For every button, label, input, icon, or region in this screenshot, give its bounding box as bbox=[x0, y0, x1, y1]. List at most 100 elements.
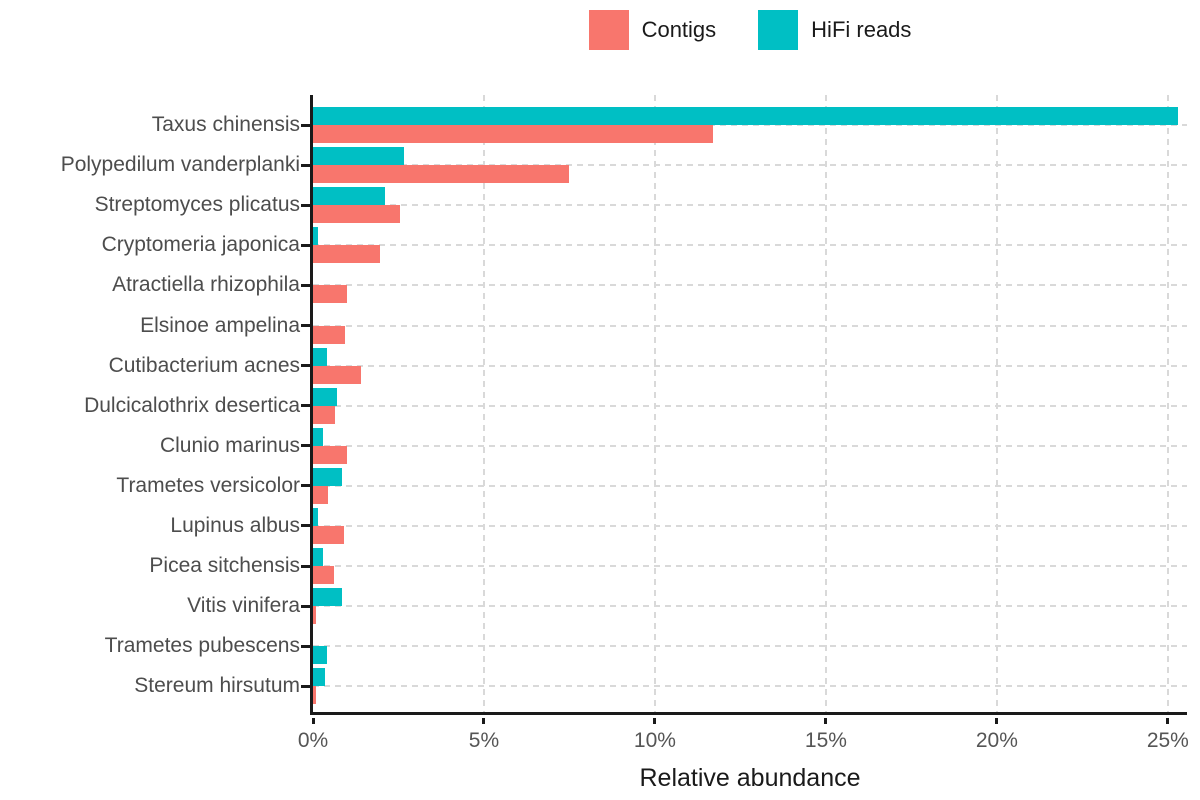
y-tick-mark bbox=[301, 524, 310, 528]
bar-group bbox=[301, 265, 1187, 305]
horizontal-gridline bbox=[313, 324, 1187, 327]
bar-hifi-reads bbox=[313, 227, 319, 246]
x-tick-label: 5% bbox=[468, 729, 500, 752]
horizontal-gridline bbox=[313, 645, 1187, 648]
bar-contigs bbox=[313, 125, 714, 144]
bar-pair bbox=[313, 628, 1187, 665]
bar-pair bbox=[313, 227, 1187, 264]
category-label: Cryptomeria japonica bbox=[101, 233, 300, 257]
y-tick-mark bbox=[301, 644, 310, 648]
bar-hifi-reads bbox=[313, 347, 327, 366]
plot-panel: Relative abundance 0% 5% 10% 15% 20% 25% bbox=[298, 95, 1189, 792]
bar-contigs bbox=[313, 606, 317, 625]
bar-contigs bbox=[313, 325, 346, 344]
legend-item-hifi-reads: HiFi reads bbox=[758, 10, 911, 50]
bar-pair bbox=[313, 427, 1187, 464]
legend-label-contigs: Contigs bbox=[641, 17, 717, 42]
y-tick-mark bbox=[301, 604, 310, 608]
x-tick-mark bbox=[311, 718, 315, 724]
x-tick-mark bbox=[995, 718, 999, 724]
category-label: Dulcicalothrix desertica bbox=[84, 393, 300, 417]
bar-group bbox=[301, 546, 1187, 586]
x-tick-mark bbox=[824, 718, 828, 724]
bar-group bbox=[301, 225, 1187, 265]
bar-group bbox=[301, 466, 1187, 506]
bar-hifi-reads bbox=[313, 588, 343, 607]
legend-label-hifi-reads: HiFi reads bbox=[811, 17, 912, 42]
horizontal-gridline bbox=[313, 284, 1187, 287]
horizontal-gridline bbox=[313, 164, 1187, 167]
horizontal-gridline bbox=[313, 364, 1187, 367]
bar-pair bbox=[313, 147, 1187, 184]
bar-pair bbox=[313, 507, 1187, 544]
category-label: Streptomyces plicatus bbox=[94, 193, 300, 217]
bar-hifi-reads bbox=[313, 147, 404, 166]
bar-contigs bbox=[313, 245, 380, 264]
y-axis-line bbox=[310, 95, 313, 715]
horizontal-gridline bbox=[313, 204, 1187, 207]
bar-pair bbox=[313, 387, 1187, 424]
y-axis-labels: Taxus chinensis Polypedilum vanderplanki S… bbox=[0, 105, 300, 706]
category-label: Cutibacterium acnes bbox=[108, 353, 300, 377]
bar-group bbox=[301, 305, 1187, 345]
y-tick-mark bbox=[301, 123, 310, 127]
y-tick-mark bbox=[301, 163, 310, 167]
x-tick-label: 0% bbox=[297, 729, 329, 752]
legend-swatch-contigs bbox=[588, 10, 629, 50]
y-tick-mark bbox=[301, 404, 310, 408]
bar-pair bbox=[313, 107, 1187, 144]
y-tick-mark bbox=[301, 564, 310, 568]
category-label: Stereum hirsutum bbox=[134, 674, 300, 698]
bar-pair bbox=[313, 347, 1187, 384]
horizontal-gridline bbox=[313, 484, 1187, 487]
y-tick-mark bbox=[301, 243, 310, 247]
bar-group bbox=[301, 586, 1187, 626]
y-tick-mark bbox=[301, 324, 310, 328]
horizontal-gridline bbox=[313, 124, 1187, 127]
bar-rows bbox=[301, 105, 1187, 706]
bar-pair bbox=[313, 467, 1187, 504]
legend-swatch-hifi-reads bbox=[758, 10, 799, 50]
horizontal-gridline bbox=[313, 565, 1187, 568]
bar-pair bbox=[313, 668, 1187, 705]
category-label: Taxus chinensis bbox=[151, 113, 300, 137]
bar-contigs bbox=[313, 686, 317, 705]
bar-hifi-reads bbox=[313, 548, 324, 567]
bar-contigs bbox=[313, 445, 348, 464]
x-tick-mark bbox=[653, 718, 657, 724]
bar-hifi-reads bbox=[313, 427, 324, 446]
category-label: Lupinus albus bbox=[170, 513, 300, 537]
x-tick-mark bbox=[482, 718, 486, 724]
bar-hifi-reads bbox=[313, 668, 325, 687]
x-axis-line bbox=[310, 712, 1187, 715]
category-label: Clunio marinus bbox=[159, 433, 300, 457]
bar-pair bbox=[313, 267, 1187, 304]
bar-group bbox=[301, 426, 1187, 466]
bar-contigs bbox=[313, 566, 334, 585]
y-tick-mark bbox=[301, 444, 310, 448]
category-label: Vitis vinifera bbox=[187, 594, 300, 618]
y-tick-mark bbox=[301, 684, 310, 688]
bar-contigs bbox=[313, 205, 401, 224]
horizontal-gridline bbox=[313, 685, 1187, 688]
category-label: Elsinoe ampelina bbox=[140, 313, 300, 337]
bar-hifi-reads bbox=[313, 507, 319, 526]
category-label: Trametes versicolor bbox=[116, 473, 300, 497]
horizontal-gridline bbox=[313, 524, 1187, 527]
bar-group bbox=[301, 506, 1187, 546]
bar-group bbox=[301, 626, 1187, 666]
y-tick-mark bbox=[301, 364, 310, 368]
bar-hifi-reads bbox=[313, 107, 1179, 126]
bar-contigs bbox=[313, 285, 348, 304]
bar-group bbox=[301, 185, 1187, 225]
category-label: Atractiella rhizophila bbox=[112, 273, 300, 297]
y-tick-mark bbox=[301, 283, 310, 287]
bar-pair bbox=[313, 187, 1187, 224]
bar-group bbox=[301, 105, 1187, 145]
horizontal-gridline bbox=[313, 605, 1187, 608]
bar-contigs bbox=[313, 165, 570, 184]
bar-contigs bbox=[313, 405, 336, 424]
bar-hifi-reads bbox=[313, 646, 327, 665]
legend: Contigs HiFi reads bbox=[313, 10, 1187, 50]
